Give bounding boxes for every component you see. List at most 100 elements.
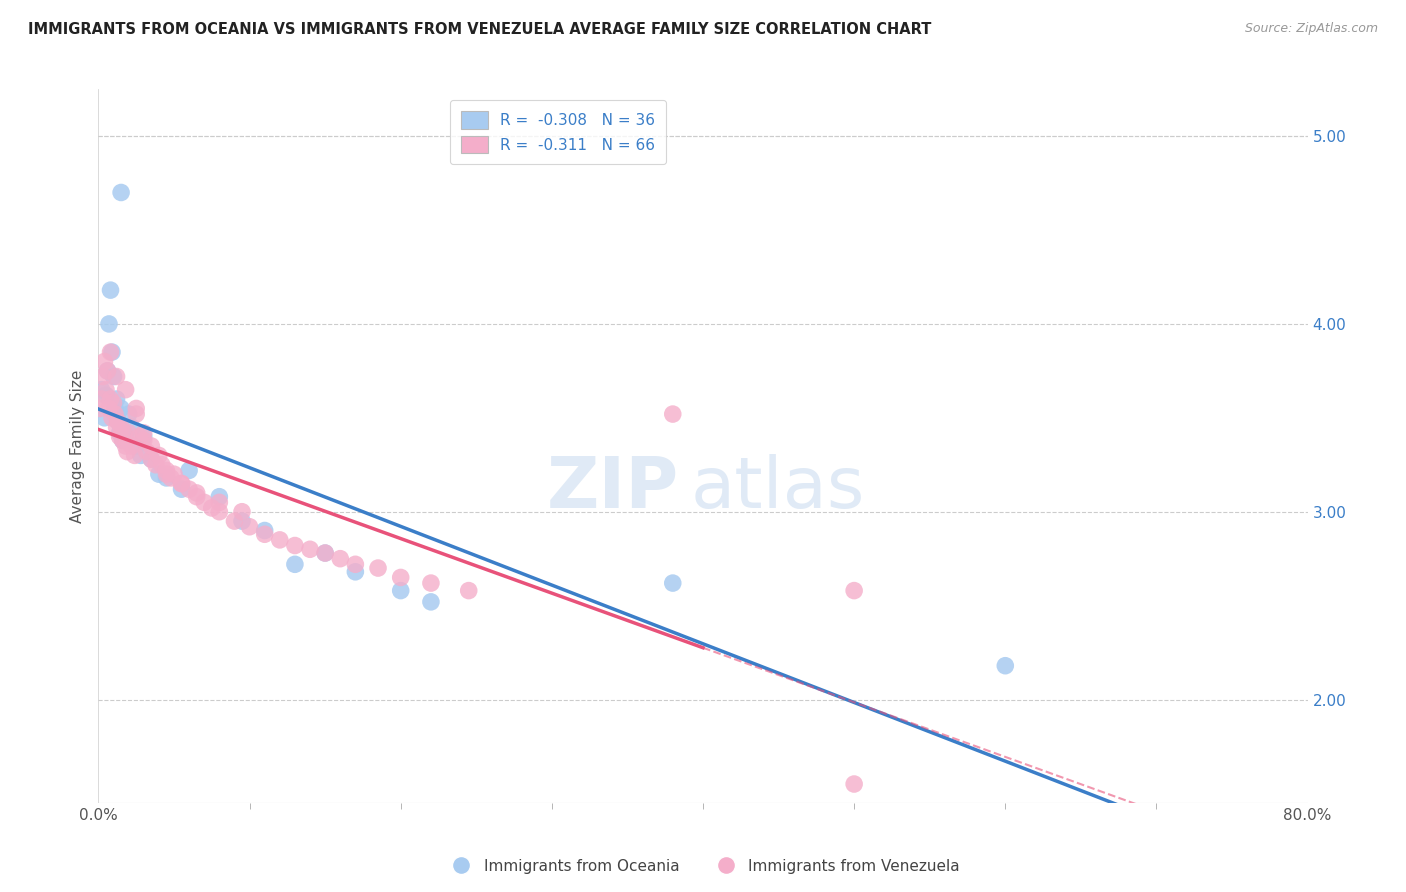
Point: [135, 444, 157, 458]
Point: [208, 505, 231, 519]
Point: [186, 490, 208, 504]
Point: [100, 392, 122, 406]
Point: [111, 434, 134, 448]
Point: [110, 420, 132, 434]
Point: [344, 558, 367, 572]
Point: [118, 425, 141, 440]
Point: [314, 546, 336, 560]
Text: atlas: atlas: [690, 454, 865, 524]
Point: [114, 383, 136, 397]
Point: [103, 369, 125, 384]
Point: [389, 583, 412, 598]
Point: [104, 401, 127, 416]
Point: [129, 449, 152, 463]
Point: [208, 495, 231, 509]
Point: [269, 533, 291, 547]
Point: [115, 444, 138, 458]
Point: [155, 463, 177, 477]
Point: [150, 458, 173, 472]
Point: [844, 777, 866, 791]
Point: [389, 570, 412, 584]
Point: [170, 476, 193, 491]
Point: [132, 429, 155, 443]
Point: [145, 458, 167, 472]
Text: Source: ZipAtlas.com: Source: ZipAtlas.com: [1244, 22, 1378, 36]
Point: [186, 486, 208, 500]
Point: [94, 383, 117, 397]
Point: [208, 490, 231, 504]
Point: [105, 420, 128, 434]
Text: IMMIGRANTS FROM OCEANIA VS IMMIGRANTS FROM VENEZUELA AVERAGE FAMILY SIZE CORRELA: IMMIGRANTS FROM OCEANIA VS IMMIGRANTS FR…: [28, 22, 932, 37]
Legend: Immigrants from Oceania, Immigrants from Venezuela: Immigrants from Oceania, Immigrants from…: [440, 853, 966, 880]
Point: [141, 452, 163, 467]
Point: [111, 434, 134, 448]
Point: [93, 354, 115, 368]
Point: [239, 520, 262, 534]
Point: [125, 439, 148, 453]
Point: [107, 415, 129, 429]
Point: [108, 425, 131, 440]
Point: [299, 542, 322, 557]
Point: [179, 482, 201, 496]
Point: [344, 565, 367, 579]
Point: [96, 364, 118, 378]
Point: [100, 345, 122, 359]
Point: [661, 576, 683, 591]
Point: [155, 471, 177, 485]
Point: [284, 539, 307, 553]
Point: [367, 561, 389, 575]
Point: [103, 396, 125, 410]
Point: [160, 471, 183, 485]
Point: [224, 514, 246, 528]
Point: [314, 546, 336, 560]
Point: [329, 551, 352, 566]
Point: [107, 415, 129, 429]
Point: [420, 576, 443, 591]
Point: [231, 514, 253, 528]
Point: [163, 467, 186, 482]
Point: [128, 429, 150, 443]
Point: [155, 467, 177, 482]
Y-axis label: Average Family Size: Average Family Size: [69, 369, 84, 523]
Point: [141, 439, 163, 453]
Point: [114, 429, 136, 443]
Text: ZIP: ZIP: [547, 454, 679, 524]
Point: [112, 425, 135, 440]
Point: [108, 429, 131, 443]
Point: [125, 401, 148, 416]
Point: [193, 495, 215, 509]
Point: [114, 439, 136, 453]
Point: [148, 467, 170, 482]
Point: [253, 524, 276, 538]
Point: [90, 392, 112, 406]
Point: [121, 439, 143, 453]
Point: [89, 401, 111, 416]
Point: [170, 482, 193, 496]
Point: [132, 434, 155, 448]
Point: [118, 407, 141, 421]
Point: [110, 186, 132, 200]
Point: [179, 463, 201, 477]
Point: [201, 500, 224, 515]
Point: [101, 345, 124, 359]
Point: [110, 401, 132, 416]
Point: [98, 317, 121, 331]
Point: [457, 583, 479, 598]
Point: [101, 410, 124, 425]
Point: [105, 369, 128, 384]
Legend: R =  -0.308   N = 36, R =  -0.311   N = 66: R = -0.308 N = 36, R = -0.311 N = 66: [450, 101, 666, 164]
Point: [96, 364, 118, 378]
Point: [994, 658, 1017, 673]
Point: [132, 425, 155, 440]
Point: [141, 452, 163, 467]
Point: [105, 392, 128, 406]
Point: [420, 595, 443, 609]
Point: [98, 401, 121, 416]
Point: [253, 527, 276, 541]
Point: [231, 505, 253, 519]
Point: [90, 383, 112, 397]
Point: [284, 558, 307, 572]
Point: [93, 410, 115, 425]
Point: [94, 388, 117, 402]
Point: [170, 476, 193, 491]
